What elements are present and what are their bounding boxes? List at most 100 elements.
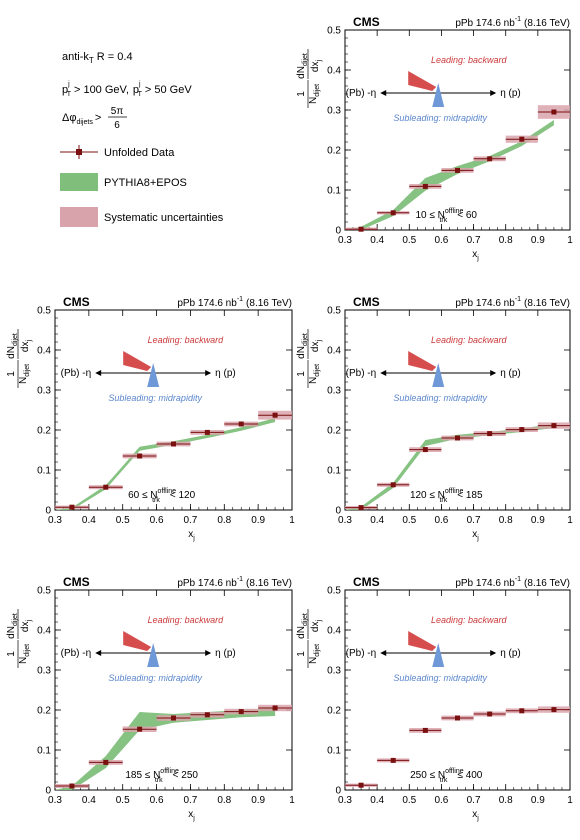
data-point xyxy=(551,707,557,713)
lumi-sup: -1 xyxy=(237,296,243,303)
y-label-n: Ndijet xyxy=(308,644,321,664)
energy-label: (8.16 TeV) xyxy=(246,298,292,309)
y-tick-label: 0.2 xyxy=(37,706,51,717)
x-tick-label: 0.3 xyxy=(338,795,352,806)
x-tick-label: 0.7 xyxy=(183,515,197,526)
lumi-label: pPb 174.6 nb-1 (8.16 TeV) xyxy=(455,576,570,589)
y-tick-label: 0.1 xyxy=(37,466,51,477)
x-tick-label: 0.3 xyxy=(48,795,62,806)
data-point xyxy=(103,484,109,490)
svg-text:6: 6 xyxy=(114,120,120,131)
subleading-wedge xyxy=(432,643,445,667)
y-label-dn: dNdijet xyxy=(296,333,309,359)
arrow-left-head xyxy=(380,650,387,656)
subleading-wedge xyxy=(432,83,445,107)
cms-label: CMS xyxy=(353,295,380,309)
leading-label: Leading: backward xyxy=(431,615,508,625)
x-tick-label: 0.6 xyxy=(434,235,448,246)
pb-direction-label: (Pb) -η xyxy=(61,368,92,379)
x-tick-label: 0.7 xyxy=(467,795,481,806)
data-point xyxy=(238,421,244,427)
chart-panel-3: 0.3 0.4 0.5 0.6 0.7 0.8 0.9 1 0 0.1 0.2 0.3 0.4 0.5 xj… xyxy=(296,295,573,542)
chart-panel-4: 0.3 0.4 0.5 0.6 0.7 0.8 0.9 1 0 0.1 0.2 0.3 0.4 0.5 xj… xyxy=(6,575,295,822)
arrow-right-head xyxy=(490,650,497,656)
x-tick-label: 0.6 xyxy=(434,795,448,806)
data-point xyxy=(390,482,396,488)
svg-text:5π: 5π xyxy=(111,106,124,117)
x-tick-label: 0.6 xyxy=(150,795,164,806)
x-tick-label: 0.7 xyxy=(467,235,481,246)
y-label-one: 1 xyxy=(296,371,307,377)
pb-direction-label: (Pb) -η xyxy=(346,368,377,379)
x-tick-label: 0.3 xyxy=(48,515,62,526)
cms-label: CMS xyxy=(63,575,90,589)
data-point xyxy=(272,412,278,418)
y-label-one: 1 xyxy=(6,371,17,377)
x-axis-label: xj xyxy=(188,529,195,542)
p-direction-label: η (p) xyxy=(215,648,236,659)
y-label-dn-sub: dijet xyxy=(302,613,309,626)
x-tick-label: 0.8 xyxy=(217,515,231,526)
x-tick-label: 0.9 xyxy=(531,515,545,526)
legend-data-entry: Unfolded Data xyxy=(60,145,175,159)
y-tick-label: 0.3 xyxy=(327,106,341,117)
data-point xyxy=(487,156,493,162)
y-tick-label: 0.4 xyxy=(37,346,51,357)
leading-label: Leading: backward xyxy=(148,615,225,625)
y-label-n: Ndijet xyxy=(308,84,321,104)
x-tick-label: 0.8 xyxy=(217,795,231,806)
data-point xyxy=(390,757,396,763)
legend-dphi-cut: Δφdijets > 5π 6 xyxy=(62,106,127,131)
arrow-left-head xyxy=(95,370,102,376)
x-axis-label: xj xyxy=(472,529,479,542)
x-tick-label: 0.4 xyxy=(370,515,384,526)
range-sub: trk xyxy=(439,497,447,504)
x-tick-label: 0.9 xyxy=(251,515,265,526)
x-tick-label: 0.7 xyxy=(467,515,481,526)
y-label-n-sub: dijet xyxy=(314,364,321,377)
y-tick-label: 0 xyxy=(45,506,51,517)
y-label-n-sub: dijet xyxy=(314,644,321,657)
y-label-one: 1 xyxy=(296,651,307,657)
x-tick-label: 0.3 xyxy=(338,235,352,246)
data-point xyxy=(519,708,525,714)
leading-wedge xyxy=(408,71,437,91)
data-point xyxy=(422,727,428,733)
energy-label: (8.16 TeV) xyxy=(524,298,570,309)
multiplicity-range-label: 10 ≤ Noffline trk < 60 xyxy=(416,208,478,224)
arrow-right-head xyxy=(205,370,212,376)
cms-label: CMS xyxy=(353,575,380,589)
cms-label: CMS xyxy=(63,295,90,309)
y-label-dn: dNdijet xyxy=(6,613,19,639)
cms-label: CMS xyxy=(353,15,380,29)
y-label-dx-sub: j xyxy=(316,60,323,63)
y-label-n-sub: dijet xyxy=(24,644,31,657)
chart-panel-1: 0.3 0.4 0.5 0.6 0.7 0.8 0.9 1 0 0.1 0.2 0.3 0.4 0.5 xj… xyxy=(296,15,573,262)
x-tick-label: 0.8 xyxy=(499,515,513,526)
data-point xyxy=(204,712,210,718)
range-tail: < 60 xyxy=(457,210,477,221)
x-tick-label: 0.5 xyxy=(402,235,416,246)
data-point xyxy=(137,726,143,732)
legend-data-label: Unfolded Data xyxy=(104,147,175,159)
lumi-label: pPb 174.6 nb-1 (8.16 TeV) xyxy=(455,296,570,309)
y-tick-label: 0.4 xyxy=(37,626,51,637)
data-point xyxy=(103,759,109,765)
energy-label: (8.16 TeV) xyxy=(524,578,570,589)
p-direction-label: η (p) xyxy=(500,648,521,659)
arrow-right-head xyxy=(490,90,497,96)
x-tick-label: 0.4 xyxy=(82,795,96,806)
subleading-label: Subleading: midrapidity xyxy=(393,673,487,683)
multiplicity-range-label: 120 ≤ Noffline trk < 185 xyxy=(410,488,483,504)
p-direction-label: η (p) xyxy=(500,368,521,379)
x-tick-label: 1 xyxy=(567,515,573,526)
p-direction-label: η (p) xyxy=(215,368,236,379)
pb-direction-label: (Pb) -η xyxy=(61,648,92,659)
x-tick-label: 0.9 xyxy=(531,795,545,806)
data-point xyxy=(137,453,143,459)
range-sub: trk xyxy=(152,497,160,504)
x-axis-label-sub: j xyxy=(192,815,195,822)
y-label-dx-sub: j xyxy=(26,340,33,343)
